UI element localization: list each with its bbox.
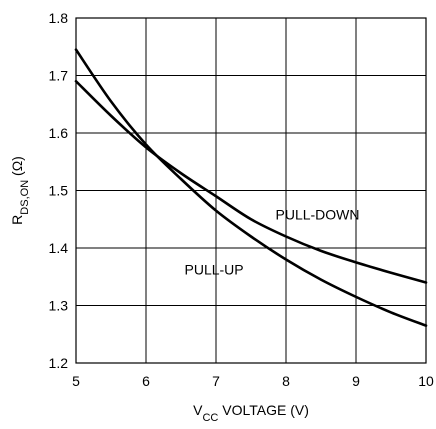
y-axis-label: RDS,ON (Ω) [9, 156, 31, 225]
x-tick-label: 5 [72, 373, 80, 389]
series-line-pull-up [76, 50, 426, 326]
series-curves [76, 50, 426, 326]
y-tick-labels: 1.2 1.3 1.4 1.5 1.6 1.7 1.8 [49, 10, 69, 371]
x-axis-label: VCC VOLTAGE (V) [193, 402, 309, 424]
grid-lines [76, 18, 426, 363]
y-tick-label: 1.4 [49, 240, 69, 256]
y-tick-label: 1.2 [49, 355, 69, 371]
x-tick-label: 6 [142, 373, 150, 389]
y-tick-label: 1.7 [49, 68, 69, 84]
annotation-pull-up: PULL-UP [185, 261, 244, 277]
y-tick-label: 1.5 [49, 183, 69, 199]
x-tick-label: 10 [418, 373, 434, 389]
y-tick-label: 1.6 [49, 125, 69, 141]
curve-annotations: PULL-DOWN PULL-UP [185, 207, 360, 278]
x-tick-label: 8 [282, 373, 290, 389]
y-tick-label: 1.3 [49, 298, 69, 314]
y-tick-label: 1.8 [49, 10, 69, 26]
x-tick-labels: 5 6 7 8 9 10 [72, 373, 434, 389]
series-line-pull-down [76, 81, 426, 282]
x-tick-label: 9 [352, 373, 360, 389]
x-tick-label: 7 [212, 373, 220, 389]
annotation-pull-down: PULL-DOWN [276, 207, 360, 223]
